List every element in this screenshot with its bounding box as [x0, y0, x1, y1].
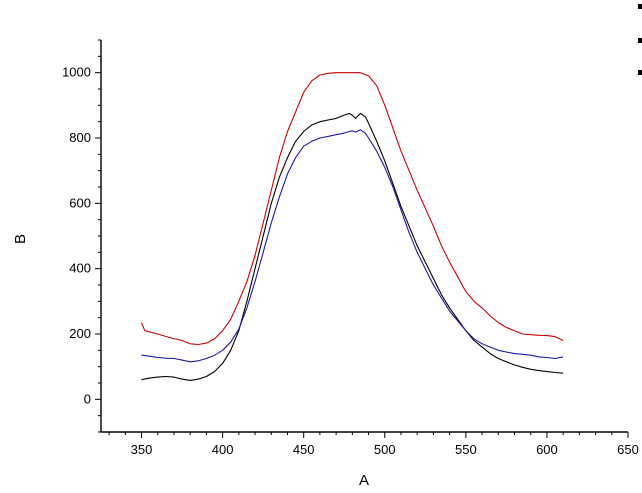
- x-axis-title: A: [359, 472, 369, 489]
- x-tick-label: 650: [617, 442, 639, 457]
- y-tick-label: 200: [69, 326, 91, 341]
- series-line-3: [141, 129, 564, 363]
- axes: [100, 40, 628, 433]
- y-tick-label: 1000: [62, 65, 91, 80]
- series-layer: [140, 72, 564, 381]
- series-line-1: [140, 72, 564, 346]
- x-tick-label: 350: [131, 442, 153, 457]
- y-tick-label: 0: [84, 391, 91, 406]
- series-line-2: [141, 112, 564, 381]
- x-tick-label: 550: [455, 442, 477, 457]
- legend-clipped: [638, 4, 642, 75]
- y-tick-label: 600: [69, 195, 91, 210]
- legend-marker-clipped: [638, 38, 642, 43]
- x-tick-label: 400: [212, 442, 234, 457]
- x-tick-label: 600: [536, 442, 558, 457]
- y-tick-label: 400: [69, 261, 91, 276]
- x-tick-label: 500: [374, 442, 396, 457]
- x-tick-label: 450: [293, 442, 315, 457]
- legend-marker-clipped: [638, 4, 642, 9]
- y-tick-label: 800: [69, 130, 91, 145]
- legend-marker-clipped: [638, 70, 642, 75]
- y-axis-title: B: [12, 234, 29, 244]
- ticks: 350 400 450 500 550 600 650 0 200 400 600 800 1000: [62, 39, 639, 457]
